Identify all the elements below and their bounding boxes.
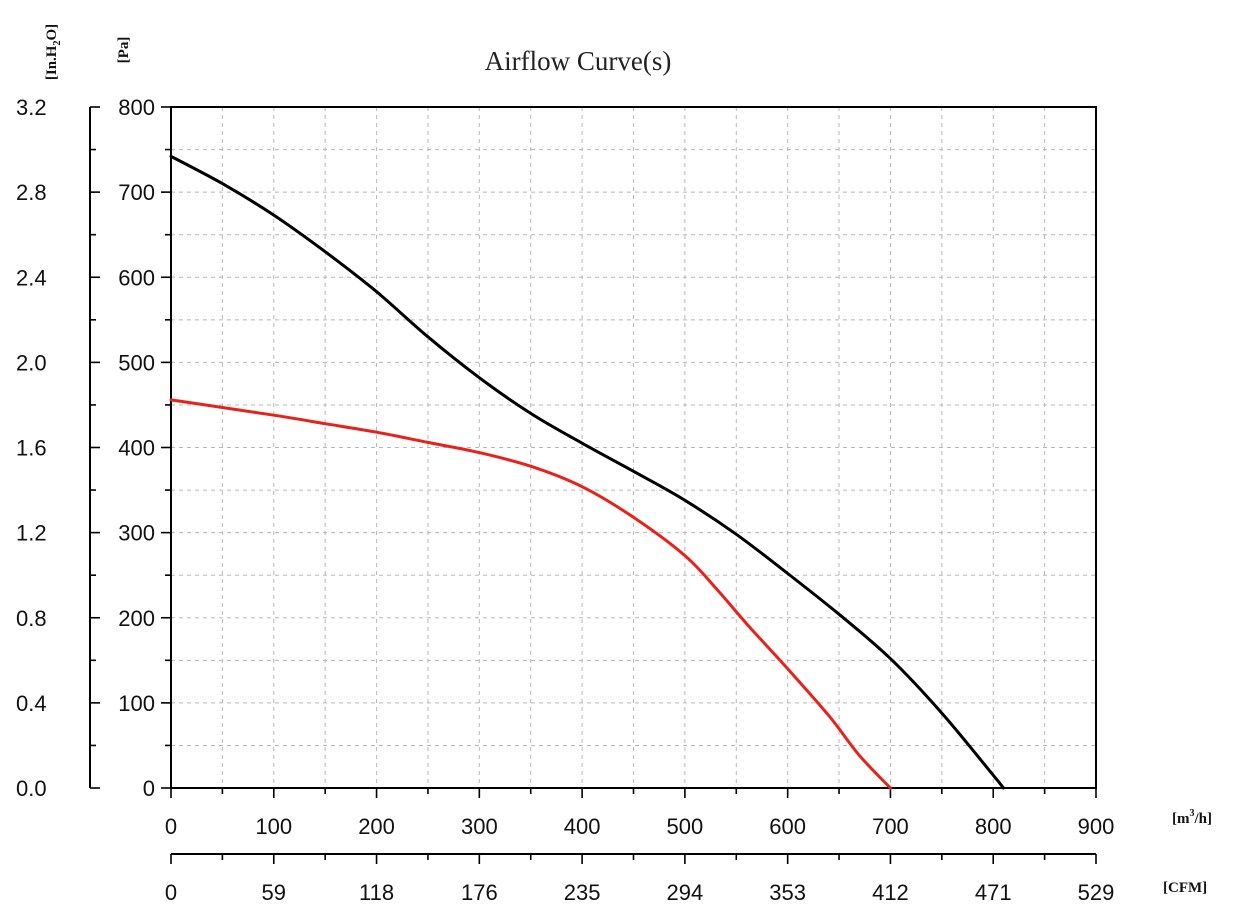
y-secondary-tick-label: 2.8 bbox=[16, 180, 47, 205]
y-secondary-unit: [In.H2O] bbox=[44, 24, 63, 80]
x-secondary-tick-label: 353 bbox=[769, 880, 806, 905]
x-secondary-tick-label: 412 bbox=[872, 880, 909, 905]
x-primary-tick-label: 700 bbox=[872, 814, 909, 839]
y-primary-tick-label: 500 bbox=[118, 350, 155, 375]
y-primary-unit: [Pa] bbox=[116, 37, 132, 64]
data-series bbox=[169, 154, 1005, 790]
y-primary-tick-label: 200 bbox=[118, 606, 155, 631]
y-secondary-tick-label: 1.2 bbox=[16, 521, 47, 546]
y-secondary-tick-label: 2.4 bbox=[16, 265, 47, 290]
tick-labels: 0 100 200 300 400 500 600 700 800 0.0 0.4 0.8 1.2 1.6… bbox=[16, 95, 1114, 905]
x-secondary-tick-label: 59 bbox=[262, 880, 286, 905]
y-primary-tick-label: 0 bbox=[143, 776, 155, 801]
y-primary-tick-label: 300 bbox=[118, 521, 155, 546]
series-line-1 bbox=[169, 154, 1005, 790]
y-secondary-tick-label: 2.0 bbox=[16, 350, 47, 375]
y-secondary-tick-label: 0.4 bbox=[16, 691, 47, 716]
y-secondary-tick-label: 0.8 bbox=[16, 606, 47, 631]
x-secondary-tick-label: 176 bbox=[461, 880, 498, 905]
x-secondary-tick-label: 529 bbox=[1078, 880, 1115, 905]
y-primary-tick-label: 600 bbox=[118, 265, 155, 290]
x-secondary-tick-label: 471 bbox=[975, 880, 1012, 905]
x-primary-tick-label: 0 bbox=[165, 814, 177, 839]
y-primary-tick-label: 400 bbox=[118, 436, 155, 461]
x-primary-tick-label: 100 bbox=[255, 814, 292, 839]
y-secondary-tick-label: 1.6 bbox=[16, 436, 47, 461]
y-primary-tick-label: 700 bbox=[118, 180, 155, 205]
y-secondary-tick-label: 0.0 bbox=[16, 776, 47, 801]
y-secondary-tick-label: 3.2 bbox=[16, 95, 47, 120]
x-primary-tick-label: 900 bbox=[1078, 814, 1115, 839]
x-primary-tick-label: 200 bbox=[358, 814, 395, 839]
x-primary-tick-label: 500 bbox=[667, 814, 704, 839]
chart-title: Airflow Curve(s) bbox=[485, 46, 672, 76]
x-primary-tick-label: 600 bbox=[769, 814, 806, 839]
series-line-2 bbox=[169, 398, 892, 790]
axes bbox=[89, 106, 1097, 864]
x-secondary-tick-label: 118 bbox=[359, 880, 394, 905]
x-primary-tick-label: 800 bbox=[975, 814, 1012, 839]
grid-lines bbox=[170, 106, 1097, 789]
x-secondary-tick-label: 235 bbox=[564, 880, 601, 905]
x-secondary-tick-label: 294 bbox=[667, 880, 704, 905]
x-primary-unit: [m3/h] bbox=[1172, 808, 1212, 827]
x-primary-tick-label: 400 bbox=[564, 814, 601, 839]
x-secondary-tick-label: 0 bbox=[165, 880, 177, 905]
y-primary-tick-label: 100 bbox=[118, 691, 155, 716]
y-primary-tick-label: 800 bbox=[118, 95, 155, 120]
x-secondary-unit: [CFM] bbox=[1163, 880, 1207, 896]
x-primary-tick-label: 300 bbox=[461, 814, 498, 839]
